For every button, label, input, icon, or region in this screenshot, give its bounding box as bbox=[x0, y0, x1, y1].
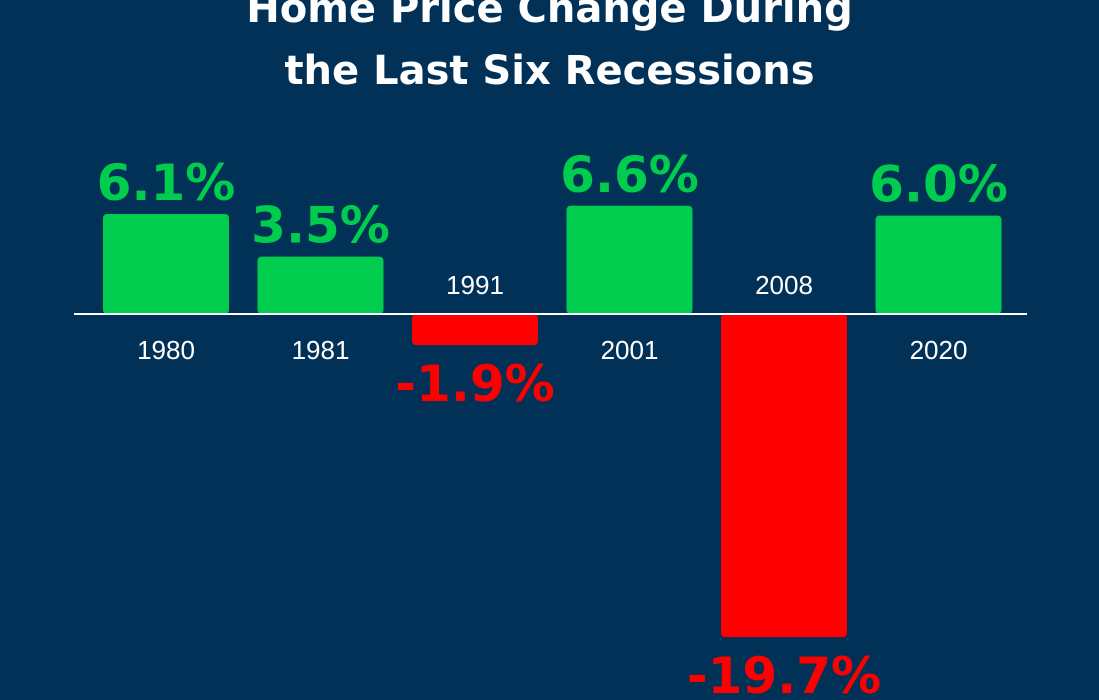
value-label-1981: 3.5% bbox=[251, 197, 390, 255]
chart-title: Home Price Change During the Last Six Re… bbox=[0, 0, 1099, 102]
category-label-2001: 2001 bbox=[601, 335, 659, 365]
category-label-2020: 2020 bbox=[910, 335, 968, 365]
bar-1981 bbox=[257, 256, 384, 314]
bar-1980 bbox=[103, 213, 229, 314]
bar-2008 bbox=[721, 314, 847, 638]
chart-title-line-2: the Last Six Recessions bbox=[284, 48, 815, 94]
value-label-2008: -19.7% bbox=[687, 647, 881, 700]
bar-2020 bbox=[875, 215, 1002, 314]
category-label-1980: 1980 bbox=[137, 335, 195, 365]
value-label-1991: -1.9% bbox=[395, 355, 554, 413]
value-label-2001: 6.6% bbox=[560, 146, 699, 204]
value-label-1980: 6.1% bbox=[97, 154, 236, 212]
bar-2001 bbox=[566, 205, 693, 314]
value-label-2020: 6.0% bbox=[869, 156, 1008, 214]
chart-title-line-1: Home Price Change During bbox=[246, 0, 853, 32]
category-label-1981: 1981 bbox=[292, 335, 350, 365]
category-label-1991: 1991 bbox=[446, 270, 504, 300]
category-label-2008: 2008 bbox=[755, 270, 813, 300]
bar-1991 bbox=[412, 314, 538, 346]
